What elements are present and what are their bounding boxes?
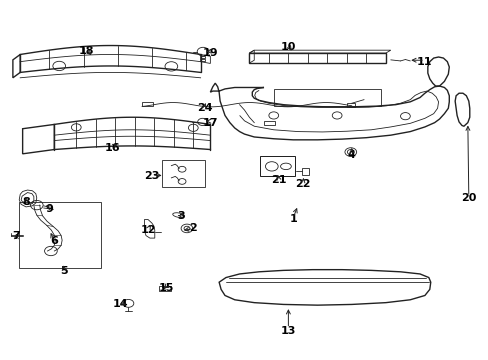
Text: 9: 9: [45, 204, 53, 214]
Text: 11: 11: [416, 57, 432, 67]
Text: 3: 3: [177, 211, 184, 221]
Bar: [273, 89, 380, 107]
Text: 21: 21: [270, 175, 286, 185]
Text: 24: 24: [196, 103, 212, 113]
Text: 17: 17: [202, 118, 218, 128]
Text: 6: 6: [50, 236, 58, 246]
Text: 20: 20: [460, 193, 475, 203]
Text: 7: 7: [12, 231, 20, 240]
Bar: [161, 160, 205, 187]
Text: 4: 4: [347, 150, 355, 160]
Text: 16: 16: [105, 143, 121, 153]
Text: 23: 23: [144, 171, 159, 181]
Text: 18: 18: [78, 46, 94, 56]
Bar: [302, 168, 308, 175]
Text: 5: 5: [60, 266, 68, 276]
Text: 13: 13: [280, 325, 295, 336]
Text: 10: 10: [280, 42, 295, 52]
Bar: [142, 102, 153, 106]
Text: 2: 2: [189, 224, 197, 233]
Text: 15: 15: [159, 283, 174, 293]
Bar: [260, 156, 295, 176]
Text: 19: 19: [202, 48, 218, 58]
Bar: [159, 286, 170, 291]
Text: 8: 8: [22, 197, 30, 207]
Text: 1: 1: [289, 215, 297, 224]
Bar: [200, 59, 204, 61]
Bar: [264, 121, 274, 126]
Bar: [249, 53, 385, 63]
Bar: [346, 103, 354, 107]
Text: 14: 14: [112, 299, 128, 309]
Text: 22: 22: [295, 179, 310, 189]
Bar: [19, 202, 101, 268]
Text: 12: 12: [141, 225, 156, 235]
Bar: [200, 56, 204, 58]
